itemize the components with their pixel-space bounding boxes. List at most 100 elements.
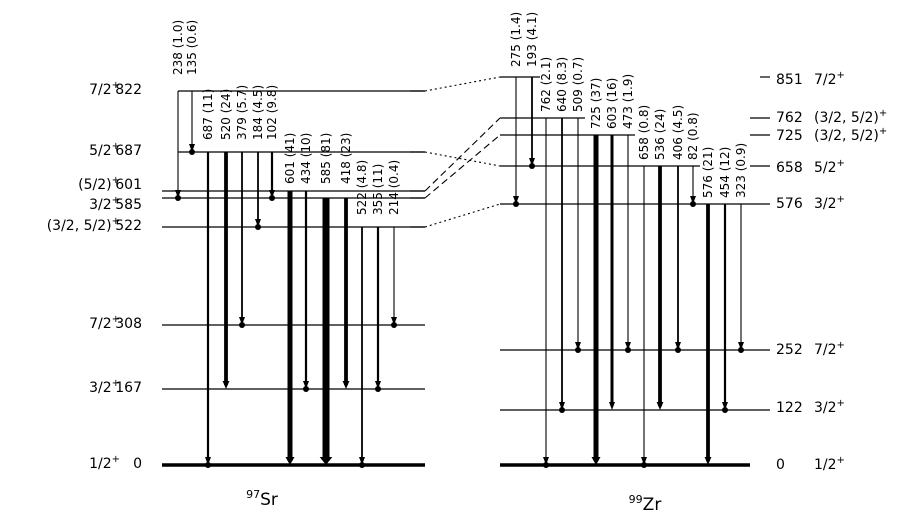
- sr97-level-jp-label: 1/2+: [89, 454, 120, 472]
- sr97-transition-9: 585 (81): [319, 133, 333, 465]
- transition-arrowhead: [239, 317, 245, 325]
- sr97-transition-3: 520 (24): [219, 89, 233, 389]
- zr99-level-jp-label: 1/2+: [814, 455, 845, 473]
- zr99-transition-label: 193 (4.1): [525, 12, 539, 67]
- transition-arrowhead: [303, 381, 309, 389]
- zr99-transition-13: 454 (12): [718, 147, 732, 413]
- zr99-transition-label: 406 (4.5): [671, 105, 685, 160]
- transition-end-dot: [391, 322, 397, 328]
- transition-end-dot: [675, 347, 681, 353]
- sr97-level-energy-label: 0: [133, 456, 142, 472]
- zr99-transition-11: 82 (0.8): [686, 112, 700, 207]
- zr99-transition-label: 454 (12): [718, 147, 732, 198]
- transition-arrowhead: [269, 190, 275, 198]
- zr99-level-jp-label: 3/2+: [814, 194, 845, 212]
- sr97-transition-5: 184 (4.5): [251, 85, 265, 230]
- zr99-transition-0: 275 (1.4): [509, 12, 523, 207]
- transition-arrowhead: [690, 196, 696, 204]
- zr99-level-jp-label: 5/2+: [814, 158, 845, 176]
- sr97-level-jp-label: 3/2+: [89, 378, 120, 396]
- zr99-transition-label: 323 (0.9): [734, 143, 748, 198]
- zr99-transition-4: 509 (0.7): [571, 57, 585, 353]
- zr99-transition-label: 603 (16): [605, 78, 619, 129]
- sr97-level-energy-label: 687: [115, 143, 142, 159]
- transition-arrowhead: [641, 457, 647, 465]
- zr99-transition-1: 193 (4.1): [525, 12, 539, 169]
- transition-arrowhead: [543, 457, 549, 465]
- zr99-level-energy-label: 122: [776, 400, 803, 416]
- zr99-level-jp-label: 7/2+: [814, 70, 845, 88]
- transition-arrowhead: [656, 402, 664, 410]
- correlation-line-585-725: [424, 134, 501, 199]
- zr99-transition-label: 640 (8.3): [555, 57, 569, 112]
- sr97-transition-2: 687 (11): [201, 89, 215, 468]
- transition-arrowhead: [175, 190, 181, 198]
- transition-end-dot: [543, 462, 549, 468]
- zr99-transition-9: 536 (24): [653, 109, 667, 410]
- sr97-transition-12: 355 (11): [371, 164, 385, 392]
- transition-arrowhead: [559, 402, 565, 410]
- sr97-level-energy-label: 822: [115, 82, 142, 98]
- transition-arrowhead: [391, 317, 397, 325]
- sr97-transition-label: 418 (23): [339, 133, 353, 184]
- zr99-transition-14: 323 (0.9): [734, 143, 748, 353]
- zr99-transition-8: 658 (0.8): [637, 105, 651, 468]
- sr97-level-jp-label: 7/2+: [89, 80, 120, 98]
- zr99-transition-label: 762 (2.1): [539, 57, 553, 112]
- sr97-transition-label: 601 (41): [283, 133, 297, 184]
- transition-end-dot: [625, 347, 631, 353]
- zr99-transition-6: 603 (16): [605, 78, 619, 410]
- sr97-transition-label: 214 (0.4): [387, 160, 401, 215]
- zr99-level-jp-label: 3/2+: [814, 398, 845, 416]
- transition-arrowhead: [513, 196, 519, 204]
- zr99-level-energy-label: 576: [776, 196, 803, 212]
- zr99-level-energy-label: 725: [776, 128, 803, 144]
- correlation-line-822-851: [424, 76, 501, 92]
- zr99-transition-label: 509 (0.7): [571, 57, 585, 112]
- transition-end-dot: [189, 149, 195, 155]
- zr99-level-energy-label: 851: [776, 72, 803, 88]
- transition-arrowhead: [222, 381, 230, 389]
- transition-arrowhead: [359, 457, 365, 465]
- transition-end-dot: [255, 224, 261, 230]
- transition-arrowhead: [591, 457, 601, 465]
- zr99-level-energy-label: 0: [776, 457, 785, 473]
- sr97-level-energy-label: 308: [115, 316, 142, 332]
- sr97-level-jp-label: 3/2+: [89, 195, 120, 213]
- sr97-transition-1: 135 (0.6): [185, 20, 199, 155]
- sr97-transition-4: 379 (5.7): [235, 85, 249, 328]
- sr97-transition-8: 434 (10): [299, 133, 313, 392]
- zr99-transition-label: 658 (0.8): [637, 105, 651, 160]
- zr99-level-jp-label: (3/2, 5/2)+: [814, 108, 887, 126]
- sr97-level-jp-label: (5/2)+: [78, 175, 120, 193]
- transition-arrowhead: [205, 457, 211, 465]
- transition-end-dot: [722, 407, 728, 413]
- sr97-nucleus-label: 97Sr: [246, 488, 278, 510]
- sr97-transition-label: 687 (11): [201, 89, 215, 140]
- zr99-level-energy-label: 762: [776, 110, 803, 126]
- transition-arrowhead: [255, 219, 261, 227]
- sr97-transition-label: 585 (81): [319, 133, 333, 184]
- sr97-transition-label: 520 (24): [219, 89, 233, 140]
- zr99-transition-5: 725 (37): [589, 78, 603, 465]
- sr97-transition-11: 522 (4.8): [355, 160, 369, 468]
- transition-end-dot: [239, 322, 245, 328]
- sr97-level-energy-label: 601: [115, 177, 142, 193]
- zr99-nucleus-label: 99Zr: [629, 493, 662, 515]
- transition-end-dot: [641, 462, 647, 468]
- transition-arrowhead: [704, 457, 712, 465]
- zr99-transition-label: 536 (24): [653, 109, 667, 160]
- sr97-transition-10: 418 (23): [339, 133, 353, 389]
- transition-end-dot: [529, 163, 535, 169]
- sr97-level-jp-label: 7/2+: [89, 314, 120, 332]
- sr97-level-energy-label: 167: [115, 380, 142, 396]
- transition-arrowhead: [285, 457, 295, 465]
- zr99-transition-label: 473 (1.9): [621, 74, 635, 129]
- transition-arrowhead: [189, 144, 195, 152]
- zr99-transition-label: 275 (1.4): [509, 12, 523, 67]
- sr97-transition-7: 601 (41): [283, 133, 297, 465]
- transition-arrowhead: [738, 342, 744, 350]
- transition-arrowhead: [625, 342, 631, 350]
- sr97-transition-0: 238 (1.0): [171, 20, 185, 201]
- zr99-transition-label: 576 (21): [701, 147, 715, 198]
